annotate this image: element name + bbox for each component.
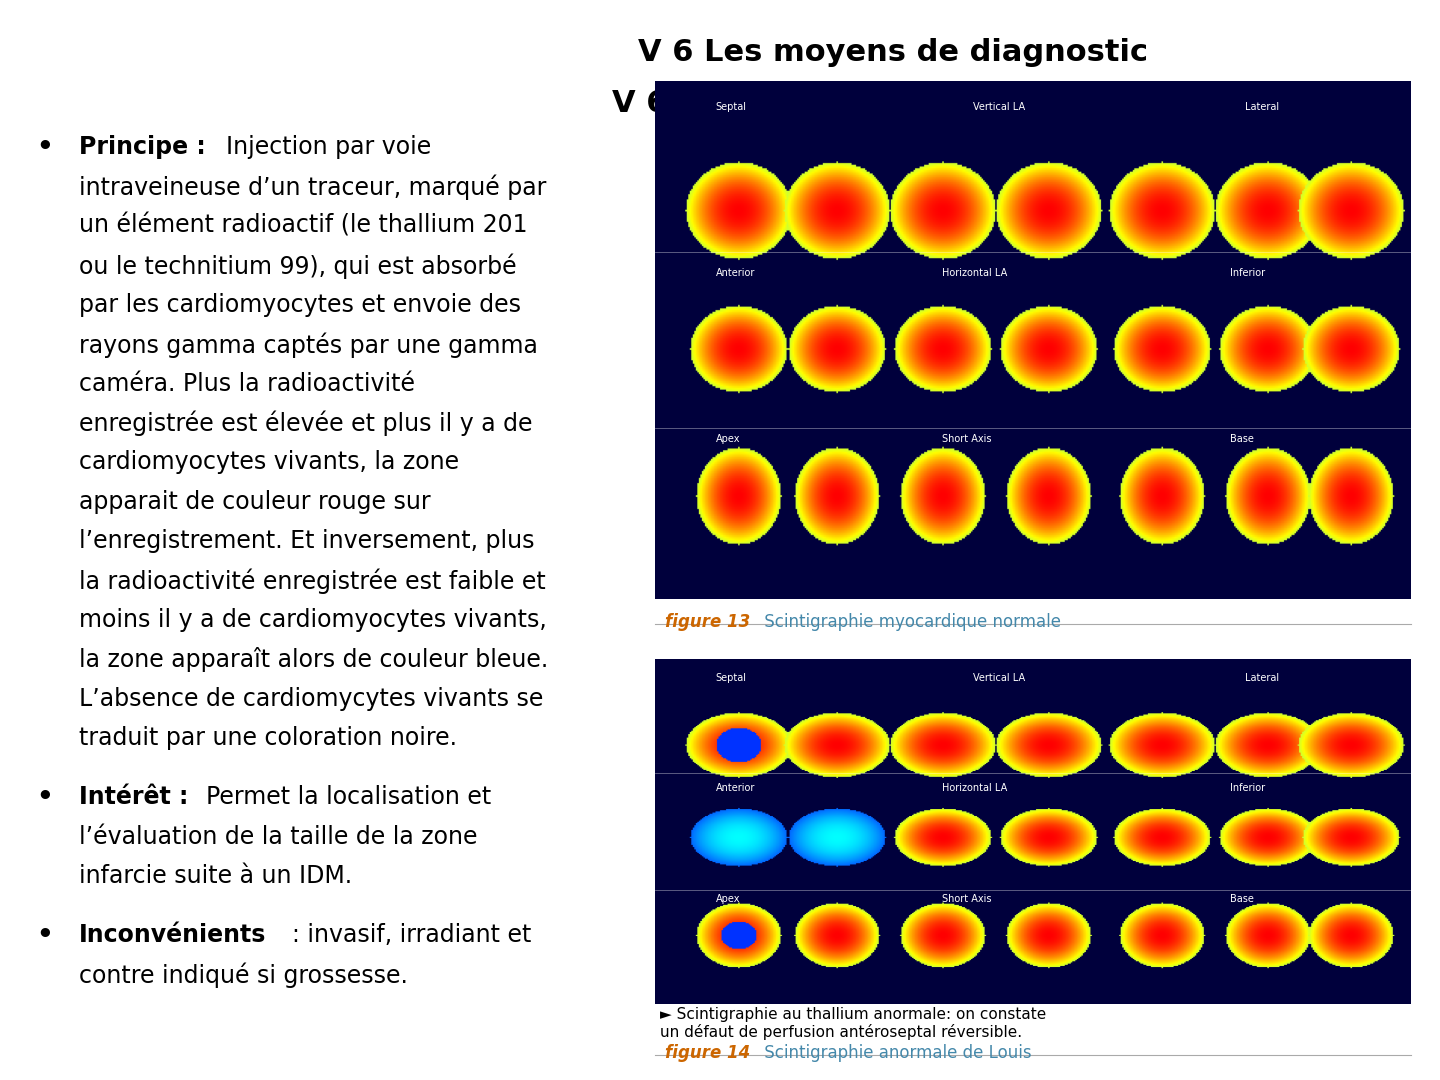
Text: Permet la localisation et: Permet la localisation et bbox=[206, 785, 491, 809]
Text: V 6.3 Scintigraphie myocardique: V 6.3 Scintigraphie myocardique bbox=[612, 89, 1174, 118]
Text: traduit par une coloration noire.: traduit par une coloration noire. bbox=[79, 726, 458, 751]
Text: •: • bbox=[36, 785, 53, 811]
Text: Horizontal LA: Horizontal LA bbox=[943, 268, 1008, 278]
Text: Lateral: Lateral bbox=[1246, 673, 1279, 683]
Text: un élément radioactif (le thallium 201: un élément radioactif (le thallium 201 bbox=[79, 214, 527, 238]
Text: •: • bbox=[36, 135, 53, 161]
Text: Injection par voie: Injection par voie bbox=[226, 135, 432, 159]
Text: la zone apparaît alors de couleur bleue.: la zone apparaît alors de couleur bleue. bbox=[79, 647, 549, 673]
Text: infarcie suite à un IDM.: infarcie suite à un IDM. bbox=[79, 864, 353, 888]
Text: figure 14: figure 14 bbox=[665, 1044, 750, 1063]
Text: cardiomyocytes vivants, la zone: cardiomyocytes vivants, la zone bbox=[79, 450, 459, 474]
Text: Anterior: Anterior bbox=[716, 783, 755, 793]
Text: Inconvénients: Inconvénients bbox=[79, 923, 266, 947]
Text: Apex: Apex bbox=[716, 433, 740, 444]
Text: •: • bbox=[36, 923, 53, 949]
Text: Short Axis: Short Axis bbox=[943, 433, 992, 444]
Text: Base: Base bbox=[1230, 433, 1254, 444]
Text: ► Scintigraphie au thallium anormale: on constate
un défaut de perfusion antéros: ► Scintigraphie au thallium anormale: on… bbox=[660, 1007, 1045, 1040]
Text: : invasif, irradiant et: : invasif, irradiant et bbox=[292, 923, 531, 947]
Text: Inferior: Inferior bbox=[1230, 783, 1264, 793]
Text: Lateral: Lateral bbox=[1246, 102, 1279, 111]
Text: moins il y a de cardiomyocytes vivants,: moins il y a de cardiomyocytes vivants, bbox=[79, 608, 547, 632]
Text: Scintigraphie anormale de Louis: Scintigraphie anormale de Louis bbox=[759, 1044, 1031, 1063]
Text: Horizontal LA: Horizontal LA bbox=[943, 783, 1008, 793]
Text: Apex: Apex bbox=[716, 894, 740, 904]
Text: Base: Base bbox=[1230, 894, 1254, 904]
Text: contre indiqué si grossesse.: contre indiqué si grossesse. bbox=[79, 962, 408, 988]
Text: V 6 Les moyens de diagnostic: V 6 Les moyens de diagnostic bbox=[638, 38, 1148, 67]
Text: apparait de couleur rouge sur: apparait de couleur rouge sur bbox=[79, 489, 431, 514]
Text: Scintigraphie myocardique normale: Scintigraphie myocardique normale bbox=[759, 613, 1061, 632]
Text: Short Axis: Short Axis bbox=[943, 894, 992, 904]
Text: par les cardiomyocytes et envoie des: par les cardiomyocytes et envoie des bbox=[79, 293, 521, 316]
Text: intraveineuse d’un traceur, marqué par: intraveineuse d’un traceur, marqué par bbox=[79, 174, 547, 200]
Text: rayons gamma captés par une gamma: rayons gamma captés par une gamma bbox=[79, 332, 539, 357]
Text: Vertical LA: Vertical LA bbox=[973, 673, 1025, 683]
Text: Septal: Septal bbox=[716, 673, 747, 683]
Text: Anterior: Anterior bbox=[716, 268, 755, 278]
Text: Septal: Septal bbox=[716, 102, 747, 111]
Text: l’évaluation de la taille de la zone: l’évaluation de la taille de la zone bbox=[79, 825, 478, 849]
Text: l’enregistrement. Et inversement, plus: l’enregistrement. Et inversement, plus bbox=[79, 529, 534, 553]
Text: Vertical LA: Vertical LA bbox=[973, 102, 1025, 111]
Text: caméra. Plus la radioactivité: caméra. Plus la radioactivité bbox=[79, 372, 415, 395]
Text: figure 13: figure 13 bbox=[665, 613, 750, 632]
Text: Intérêt :: Intérêt : bbox=[79, 785, 189, 809]
Text: Inferior: Inferior bbox=[1230, 268, 1264, 278]
Text: la radioactivité enregistrée est faible et: la radioactivité enregistrée est faible … bbox=[79, 568, 546, 594]
Text: ou le technitium 99), qui est absorbé: ou le technitium 99), qui est absorbé bbox=[79, 253, 517, 279]
Text: enregistrée est élevée et plus il y a de: enregistrée est élevée et plus il y a de bbox=[79, 410, 533, 436]
Text: L’absence de cardiomycytes vivants se: L’absence de cardiomycytes vivants se bbox=[79, 687, 543, 711]
Text: Principe :: Principe : bbox=[79, 135, 206, 159]
